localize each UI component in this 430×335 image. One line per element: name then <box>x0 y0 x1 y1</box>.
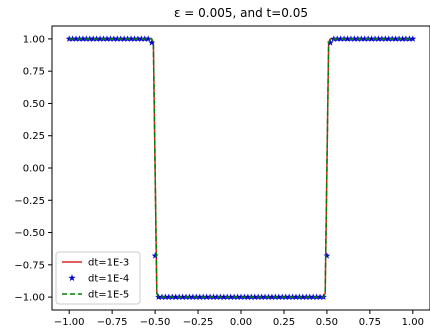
x-tick-label: 0.75 <box>359 317 381 328</box>
y-tick-label: −0.75 <box>14 260 45 271</box>
x-tick-label: −0.75 <box>97 317 128 328</box>
star-marker <box>148 39 156 46</box>
y-tick-label: 0.50 <box>23 99 45 110</box>
y-tick-label: −1.00 <box>14 293 45 304</box>
x-tick-label: −0.25 <box>183 317 214 328</box>
y-tick-label: −0.50 <box>14 228 45 239</box>
series-line-2 <box>69 38 413 298</box>
y-tick-label: 0.25 <box>23 131 45 142</box>
y-axis: 1.00 0.75 0.50 0.25 0.00 −0.25 −0.50 −0.75 −1.00 <box>14 34 52 304</box>
y-tick-label: 0.00 <box>23 164 45 175</box>
legend-swatch <box>68 274 76 282</box>
y-tick-label: 1.00 <box>23 34 45 45</box>
y-tick-label: −0.25 <box>14 196 45 207</box>
star-marker <box>409 35 417 42</box>
x-axis: −1.00 −0.75 −0.50 −0.25 0.00 0.25 0.50 0.75 1.00 <box>54 310 424 328</box>
star-marker <box>323 252 331 259</box>
x-tick-label: −1.00 <box>54 317 85 328</box>
x-tick-label: 0.25 <box>273 317 295 328</box>
x-tick-label: −0.50 <box>140 317 171 328</box>
plot-area <box>65 35 417 301</box>
legend-label: dt=1E-3 <box>88 258 129 269</box>
legend-label: dt=1E-5 <box>88 290 129 301</box>
legend-label: dt=1E-4 <box>88 274 129 285</box>
x-tick-label: 0.00 <box>230 317 252 328</box>
star-marker <box>144 35 152 42</box>
x-tick-label: 0.50 <box>316 317 338 328</box>
y-tick-label: 0.75 <box>23 67 45 78</box>
star-marker <box>151 252 159 259</box>
x-tick-label: 1.00 <box>402 317 424 328</box>
legend-box <box>55 251 141 305</box>
chart-title: ε = 0.005, and t=0.05 <box>174 6 308 20</box>
legend: dt=1E-3 dt=1E-4 dt=1E-5 <box>55 251 141 305</box>
star-marker <box>326 39 334 46</box>
